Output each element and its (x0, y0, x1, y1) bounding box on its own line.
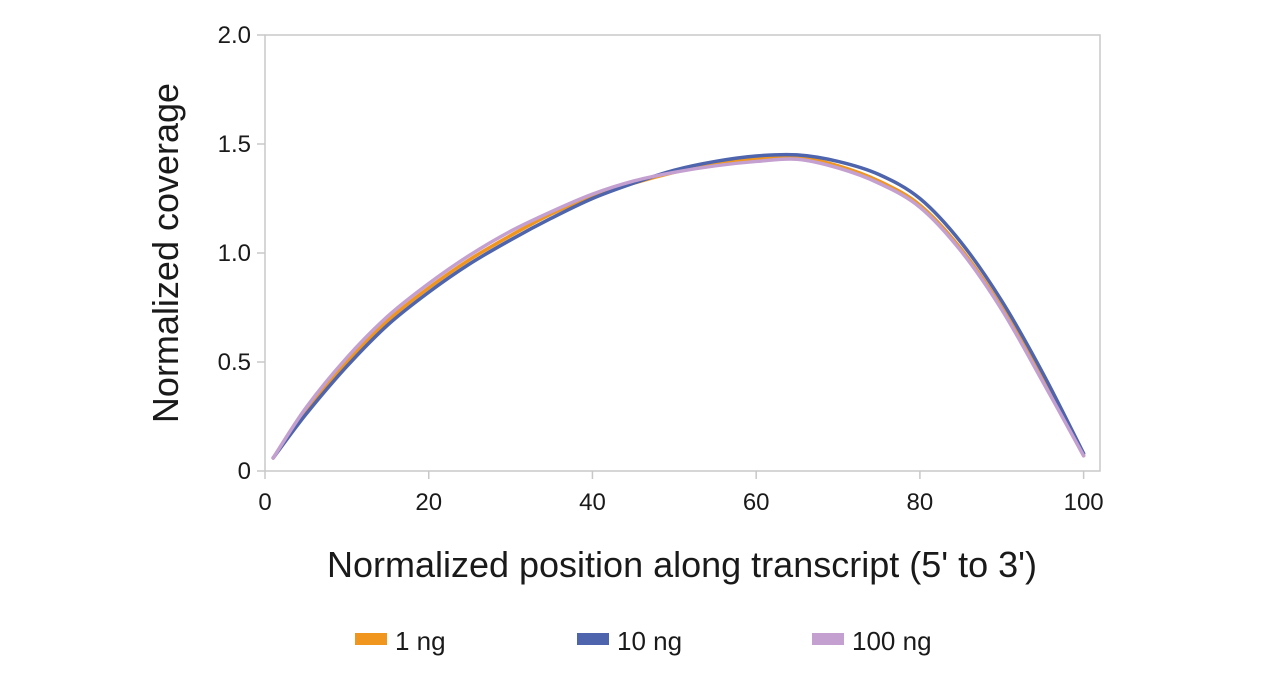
legend-label-100-ng: 100 ng (852, 626, 932, 656)
y-axis-title: Normalized coverage (145, 83, 186, 423)
legend-label-10-ng: 10 ng (617, 626, 682, 656)
plot-frame (264, 34, 1101, 472)
y-tick-label: 2.0 (218, 22, 251, 49)
legend-label-1-ng: 1 ng (395, 626, 446, 656)
series-line-100-ng (271, 157, 1086, 460)
y-axis-ticks: 0 0.5 1.0 1.5 2.0 (218, 22, 265, 485)
y-tick-label: 0 (238, 458, 251, 485)
x-tick-label: 60 (743, 489, 770, 516)
x-axis-title: Normalized position along transcript (5'… (327, 544, 1037, 585)
x-tick-label: 40 (579, 489, 606, 516)
x-tick-label: 100 (1064, 489, 1104, 516)
legend-swatch-10-ng (577, 633, 609, 645)
x-axis-ticks: 0 20 40 60 80 100 (258, 471, 1104, 516)
y-tick-label: 1.5 (218, 131, 251, 158)
x-tick-label: 0 (258, 489, 271, 516)
y-tick-label: 0.5 (218, 349, 251, 376)
x-tick-label: 80 (907, 489, 934, 516)
legend-swatch-100-ng (812, 633, 844, 645)
series-line-10-ng (271, 152, 1086, 460)
x-tick-label: 20 (415, 489, 442, 516)
legend: 1 ng 10 ng 100 ng (355, 626, 932, 656)
plot-border (264, 34, 1101, 472)
series-lines (271, 152, 1086, 460)
y-tick-label: 1.0 (218, 240, 251, 267)
series-line-1-ng (271, 155, 1086, 460)
legend-swatch-1-ng (355, 633, 387, 645)
